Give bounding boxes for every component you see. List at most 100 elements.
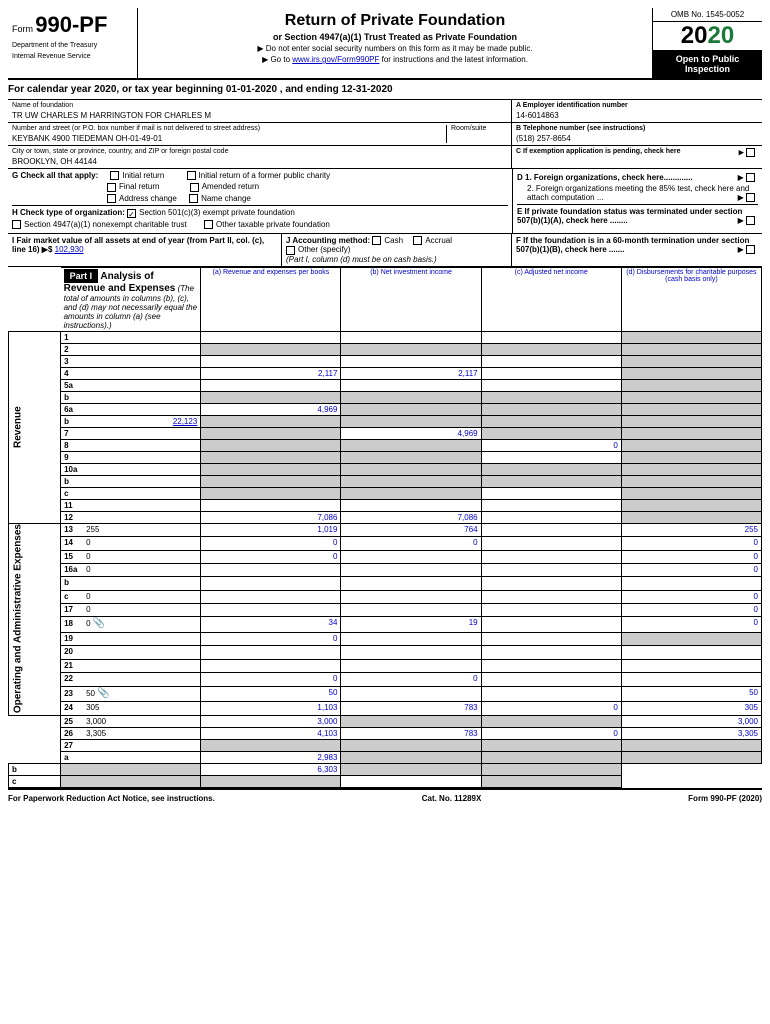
- e-checkbox[interactable]: [746, 216, 755, 225]
- form-label: Form: [12, 24, 33, 34]
- omb-number: OMB No. 1545-0052: [653, 8, 762, 22]
- h-other-taxable[interactable]: [204, 220, 213, 229]
- f-checkbox[interactable]: [746, 245, 755, 254]
- j-other[interactable]: [286, 246, 295, 255]
- cell-b: [341, 577, 481, 590]
- cell-c: 0: [481, 702, 621, 716]
- cell-a: [201, 499, 341, 511]
- line-desc: 21: [61, 659, 201, 672]
- cell-c: [481, 343, 621, 355]
- col-a-header: (a) Revenue and expenses per books: [201, 267, 341, 331]
- line-desc: a: [61, 751, 201, 763]
- cell-b: [341, 646, 481, 659]
- cell-c: [481, 673, 621, 686]
- cell-a: 7,086: [201, 511, 341, 523]
- cell-d: [621, 577, 761, 590]
- cell-d: [621, 415, 761, 427]
- line-desc: 13255: [61, 523, 201, 536]
- cell-d: [621, 751, 761, 763]
- g-final-return[interactable]: [107, 183, 116, 192]
- line-desc: 9: [61, 451, 201, 463]
- d1-label: D 1. Foreign organizations, check here..…: [517, 173, 693, 182]
- cell-a: 1,103: [201, 702, 341, 716]
- h-501c3[interactable]: [127, 209, 136, 218]
- g-addr-change[interactable]: [107, 194, 116, 203]
- cell-c: [481, 523, 621, 536]
- cell-b: 764: [341, 523, 481, 536]
- line-desc: 22: [61, 673, 201, 686]
- form-subtitle: or Section 4947(a)(1) Trust Treated as P…: [146, 32, 644, 42]
- cell-b: [341, 633, 481, 646]
- footer-right: Form 990-PF (2020): [688, 794, 762, 803]
- cell-b: [341, 499, 481, 511]
- d1-checkbox[interactable]: [746, 173, 755, 182]
- public-inspection: Open to Public Inspection: [653, 50, 762, 78]
- cell-b: [341, 475, 481, 487]
- cell-c: 0: [481, 727, 621, 739]
- cell-b: 783: [341, 702, 481, 716]
- cell-d: [481, 763, 621, 775]
- cell-a: [201, 439, 341, 451]
- cell-b: [201, 775, 341, 787]
- cell-b: [341, 590, 481, 603]
- cell-d: 3,305: [621, 727, 761, 739]
- dept-irs: Internal Revenue Service: [12, 53, 133, 60]
- g-initial-former[interactable]: [187, 171, 196, 180]
- cell-d: [621, 427, 761, 439]
- cell-a: [201, 343, 341, 355]
- irs-link[interactable]: www.irs.gov/Form990PF: [292, 55, 379, 64]
- line-desc: 180 📎: [61, 617, 201, 633]
- line-desc: 27: [61, 739, 201, 751]
- expenses-label: Operating and Administrative Expenses: [9, 523, 61, 715]
- cell-d: [621, 439, 761, 451]
- ein-label: A Employer identification number: [516, 102, 758, 109]
- g-initial-return[interactable]: [110, 171, 119, 180]
- cell-c: [481, 463, 621, 475]
- col-d-header: (d) Disbursements for charitable purpose…: [621, 267, 761, 331]
- cell-d: [621, 673, 761, 686]
- cell-c: [481, 617, 621, 633]
- form-title: Return of Private Foundation: [146, 12, 644, 30]
- line-desc: 24305: [61, 702, 201, 716]
- j-accrual[interactable]: [413, 236, 422, 245]
- cell-b: [341, 715, 481, 727]
- cell-c: [481, 487, 621, 499]
- cell-c: [481, 331, 621, 343]
- cell-c: [481, 427, 621, 439]
- cell-b: [341, 604, 481, 617]
- line-desc: 7: [61, 427, 201, 439]
- row-ijf: I Fair market value of all assets at end…: [8, 234, 762, 267]
- footer-left: For Paperwork Reduction Act Notice, see …: [8, 794, 215, 803]
- cell-d: [621, 451, 761, 463]
- cell-d: [621, 487, 761, 499]
- cell-a: 0: [201, 537, 341, 550]
- cell-c: [481, 451, 621, 463]
- cell-c: [481, 659, 621, 672]
- cell-c: [481, 739, 621, 751]
- j-cash[interactable]: [372, 236, 381, 245]
- line-desc: c0: [61, 590, 201, 603]
- cell-a: [201, 379, 341, 391]
- d2-checkbox[interactable]: [746, 193, 755, 202]
- g-amended[interactable]: [190, 183, 199, 192]
- cell-c: [481, 475, 621, 487]
- line-desc: 170: [61, 604, 201, 617]
- cell-b: [341, 487, 481, 499]
- cell-a: [201, 415, 341, 427]
- form-header: Form 990-PF Department of the Treasury I…: [8, 8, 762, 80]
- g-name-change[interactable]: [189, 194, 198, 203]
- cell-a: [201, 355, 341, 367]
- city-label: City or town, state or province, country…: [12, 148, 507, 155]
- cell-d: [621, 331, 761, 343]
- line-desc: 16a0: [61, 563, 201, 576]
- cell-c: [481, 403, 621, 415]
- line-desc: b: [61, 577, 201, 590]
- c-checkbox[interactable]: [746, 148, 755, 157]
- h-4947[interactable]: [12, 220, 21, 229]
- cell-d: [621, 463, 761, 475]
- cell-b: [341, 563, 481, 576]
- cell-a: 1,019: [201, 523, 341, 536]
- footer-mid: Cat. No. 11289X: [422, 794, 482, 803]
- cell-d: 0: [621, 604, 761, 617]
- cell-b: 783: [341, 727, 481, 739]
